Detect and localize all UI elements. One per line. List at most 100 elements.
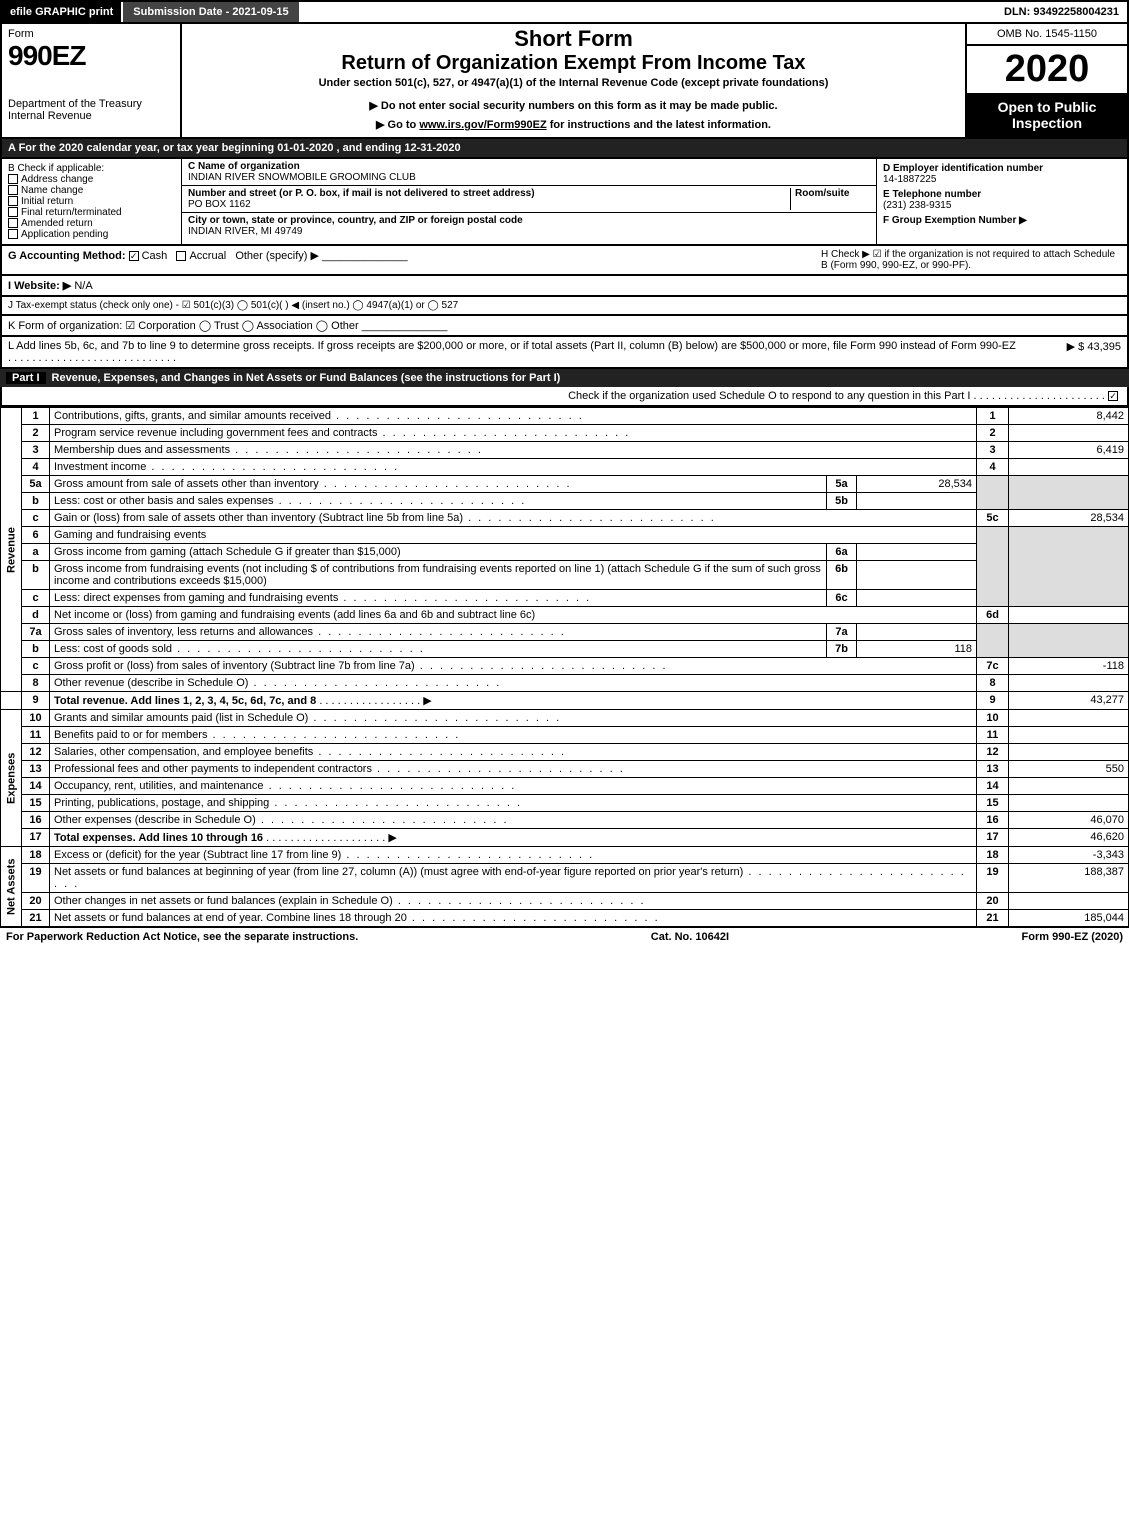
line-7b-minival: 118 xyxy=(857,641,977,658)
line-5b-desc: Less: cost or other basis and sales expe… xyxy=(50,493,827,510)
h-text: H Check ▶ ☑ if the organization is not r… xyxy=(821,249,1121,271)
line-20-val xyxy=(1009,893,1129,910)
mini-7a: 7a xyxy=(827,624,857,641)
checkbox-name-change[interactable] xyxy=(8,185,18,195)
form-word: Form xyxy=(8,28,174,40)
line-16-val: 46,070 xyxy=(1009,812,1129,829)
part-i-label: Part I xyxy=(6,372,46,384)
line-7b-desc: Less: cost of goods sold xyxy=(50,641,827,658)
goto-post: for instructions and the latest informat… xyxy=(547,119,771,131)
k-text: K Form of organization: ☑ Corporation ◯ … xyxy=(8,320,359,332)
line-6a-desc: Gross income from gaming (attach Schedul… xyxy=(50,544,827,561)
side-revenue: Revenue xyxy=(1,408,22,692)
footer-cat: Cat. No. 10642I xyxy=(651,931,729,943)
omb-number: OMB No. 1545-1150 xyxy=(967,24,1127,46)
line-3-val: 6,419 xyxy=(1009,442,1129,459)
ein-value: 14-1887225 xyxy=(883,174,936,185)
line-7a-minival xyxy=(857,624,977,641)
j-text: J Tax-exempt status (check only one) - ☑… xyxy=(8,300,458,311)
line-21-desc: Net assets or fund balances at end of ye… xyxy=(50,910,977,927)
line-6b-minival xyxy=(857,561,977,590)
footer-right: Form 990-EZ (2020) xyxy=(1022,931,1123,943)
checkbox-cash[interactable]: ✓ xyxy=(129,251,139,261)
check-label: Final return/terminated xyxy=(21,207,122,218)
line-9-desc: Total revenue. Add lines 1, 2, 3, 4, 5c,… xyxy=(50,692,977,710)
line-1-val: 8,442 xyxy=(1009,408,1129,425)
checkbox-accrual[interactable] xyxy=(176,251,186,261)
line-18-desc: Excess or (deficit) for the year (Subtra… xyxy=(50,847,977,864)
checkbox-address-change[interactable] xyxy=(8,174,18,184)
mini-7b: 7b xyxy=(827,641,857,658)
line-7c-desc: Gross profit or (loss) from sales of inv… xyxy=(50,658,977,675)
form-header: Form 990EZ Department of the Treasury In… xyxy=(0,24,1129,139)
i-label: I Website: ▶ xyxy=(8,280,71,292)
section-b-label: B Check if applicable: xyxy=(8,163,175,174)
tel-label: E Telephone number xyxy=(883,189,981,200)
tel-value: (231) 238-9315 xyxy=(883,200,951,211)
line-6b-desc: Gross income from fundraising events (no… xyxy=(50,561,827,590)
mini-5a: 5a xyxy=(827,476,857,493)
tax-year: 2020 xyxy=(967,46,1127,93)
line-14-val xyxy=(1009,778,1129,795)
room-label: Room/suite xyxy=(795,188,849,199)
j-row: J Tax-exempt status (check only one) - ☑… xyxy=(0,297,1129,316)
checkbox-schedule-o[interactable]: ✓ xyxy=(1108,391,1118,401)
line-17-val: 46,620 xyxy=(1009,829,1129,847)
line-2-val xyxy=(1009,425,1129,442)
street-value: PO BOX 1162 xyxy=(188,199,251,210)
line-5c-desc: Gain or (loss) from sale of assets other… xyxy=(50,510,977,527)
line-9-val: 43,277 xyxy=(1009,692,1129,710)
cash-label: Cash xyxy=(142,250,168,262)
checkbox-initial-return[interactable] xyxy=(8,196,18,206)
accounting-and-h: G Accounting Method: ✓Cash Accrual Other… xyxy=(0,246,1129,276)
line-6c-minival xyxy=(857,590,977,607)
check-label: Name change xyxy=(21,185,83,196)
line-8-val xyxy=(1009,675,1129,692)
section-d-e-f: D Employer identification number 14-1887… xyxy=(877,159,1127,244)
checkbox-application-pending[interactable] xyxy=(8,229,18,239)
website-row: I Website: ▶ N/A xyxy=(0,276,1129,297)
goto-link[interactable]: www.irs.gov/Form990EZ xyxy=(419,119,546,131)
mini-6b: 6b xyxy=(827,561,857,590)
line-13-desc: Professional fees and other payments to … xyxy=(50,761,977,778)
line-17-desc: Total expenses. Add lines 10 through 16 … xyxy=(50,829,977,847)
mini-6c: 6c xyxy=(827,590,857,607)
line-5a-desc: Gross amount from sale of assets other t… xyxy=(50,476,827,493)
line-15-desc: Printing, publications, postage, and shi… xyxy=(50,795,977,812)
check-note-text: Check if the organization used Schedule … xyxy=(568,390,970,402)
line-5a-minival: 28,534 xyxy=(857,476,977,493)
website-value: N/A xyxy=(74,280,92,292)
efile-print-button[interactable]: efile GRAPHIC print xyxy=(2,2,123,22)
top-bar: efile GRAPHIC print Submission Date - 20… xyxy=(0,0,1129,24)
dept-treasury: Department of the Treasury xyxy=(8,98,174,110)
side-netassets: Net Assets xyxy=(1,847,22,927)
checkbox-amended-return[interactable] xyxy=(8,218,18,228)
org-info-grid: B Check if applicable: Address change Na… xyxy=(0,159,1129,246)
part-i-table: Revenue 1 Contributions, gifts, grants, … xyxy=(0,407,1129,927)
line-16-desc: Other expenses (describe in Schedule O) xyxy=(50,812,977,829)
line-3-desc: Membership dues and assessments xyxy=(50,442,977,459)
check-label: Application pending xyxy=(21,229,108,240)
checkbox-final-return[interactable] xyxy=(8,207,18,217)
under-section: Under section 501(c), 527, or 4947(a)(1)… xyxy=(188,77,959,89)
line-19-val: 188,387 xyxy=(1009,864,1129,893)
ssn-warning: ▶ Do not enter social security numbers o… xyxy=(188,99,959,112)
check-label: Address change xyxy=(21,174,93,185)
line-11-desc: Benefits paid to or for members xyxy=(50,727,977,744)
mini-6a: 6a xyxy=(827,544,857,561)
dln-label: DLN: 93492258004231 xyxy=(996,2,1127,22)
line-2-desc: Program service revenue including govern… xyxy=(50,425,977,442)
line-20-desc: Other changes in net assets or fund bala… xyxy=(50,893,977,910)
section-b: B Check if applicable: Address change Na… xyxy=(2,159,182,244)
line-4-desc: Investment income xyxy=(50,459,977,476)
line-7a-desc: Gross sales of inventory, less returns a… xyxy=(50,624,827,641)
org-name: INDIAN RIVER SNOWMOBILE GROOMING CLUB xyxy=(188,172,416,183)
page-footer: For Paperwork Reduction Act Notice, see … xyxy=(0,927,1129,946)
dept-irs: Internal Revenue xyxy=(8,110,174,122)
line-12-val xyxy=(1009,744,1129,761)
section-c: C Name of organization INDIAN RIVER SNOW… xyxy=(182,159,877,244)
line-8-desc: Other revenue (describe in Schedule O) xyxy=(50,675,977,692)
line-6a-minival xyxy=(857,544,977,561)
line-5b-minival xyxy=(857,493,977,510)
k-row: K Form of organization: ☑ Corporation ◯ … xyxy=(0,316,1129,337)
